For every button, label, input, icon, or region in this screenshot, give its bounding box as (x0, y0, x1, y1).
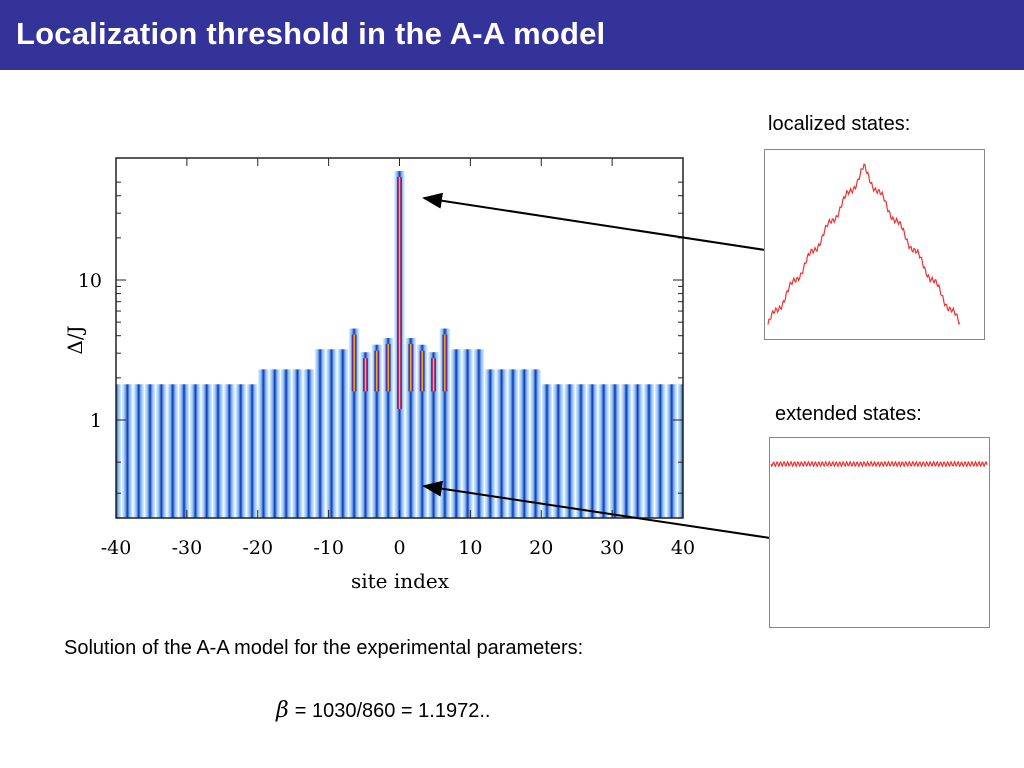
beta-equation: β = 1030/860 = 1.1972.. (276, 698, 490, 723)
x-tick-label: 0 (393, 537, 405, 559)
heatmap-stripe (292, 369, 303, 518)
heatmap-chart: -40 -30 -20 -10 0 10 20 30 40 10 1 site index Δ/J (63, 157, 695, 593)
x-tick-label: 40 (671, 537, 695, 559)
heatmap-stripe (462, 349, 473, 518)
heatmap-stripe (189, 384, 201, 518)
extended-states-label: extended states: (775, 403, 922, 425)
heatmap-stripe (677, 384, 683, 518)
heatmap-stripe (280, 369, 292, 518)
title-bar: Localization threshold in the A-A model (0, 0, 1024, 70)
heatmap-stripe-core (431, 358, 436, 392)
heatmap-stripe (212, 384, 224, 518)
caption-text: Solution of the A-A model for the experi… (64, 637, 584, 659)
heatmap-stripe (178, 384, 190, 518)
beta-symbol: β (276, 698, 289, 723)
heatmap-stripe-core (419, 350, 425, 392)
heatmap-stripe (586, 384, 598, 518)
heatmap-stripe-core (351, 334, 357, 392)
beta-value: = 1030/860 = 1.1972.. (294, 700, 491, 722)
heatmap-stripe-core (363, 358, 368, 392)
heatmap-stripe-core (397, 177, 402, 409)
heatmap-stripe (258, 369, 269, 518)
heatmap-stripe (155, 384, 167, 518)
heatmap-stripe (360, 352, 371, 518)
heatmap-stripe (450, 349, 462, 518)
heatmap-stripe (116, 384, 122, 518)
heatmap-stripe (416, 344, 428, 518)
heatmap-stripe (473, 349, 485, 518)
heatmap-stripe (530, 369, 541, 518)
extended-profile-plot (769, 437, 990, 628)
extended-wavefunction-line (770, 460, 988, 468)
heatmap-stripe (235, 384, 247, 518)
y-axis-label: Δ/J (63, 325, 87, 354)
x-tick-label: -40 (101, 537, 132, 559)
heatmap-stripe (144, 384, 156, 518)
heatmap-stripe (428, 352, 439, 518)
heatmap-stripe (167, 384, 179, 518)
localized-wavefunction-line (767, 163, 961, 326)
heatmap-stripe (507, 369, 519, 518)
heatmap-stripe-core (374, 350, 380, 392)
heatmap-stripe (541, 384, 553, 518)
heatmap-stripe (337, 349, 349, 518)
heatmap-stripe (484, 369, 496, 518)
heatmap-stripe (575, 384, 587, 518)
x-tick-label: -20 (242, 537, 273, 559)
x-tick-label: 10 (458, 537, 482, 559)
heatmap-stripe (598, 384, 610, 518)
heatmap-stripe (496, 369, 507, 518)
heatmap-stripe (643, 384, 655, 518)
heatmap-stripe (654, 384, 666, 518)
localized-profile-plot (764, 149, 985, 340)
localized-states-label: localized states: (768, 113, 911, 135)
heatmap-stripe (121, 384, 133, 518)
x-tick-label: -10 (313, 537, 344, 559)
heatmap-stripe (348, 328, 360, 518)
heatmap-stripe-core (408, 344, 414, 392)
heatmap-stripe (632, 384, 644, 518)
heatmap-stripe (518, 369, 530, 518)
heatmap-stripe (269, 369, 281, 518)
heatmap-stripe (371, 344, 383, 518)
heatmap-stripe (405, 338, 417, 518)
heatmap-stripe-core (385, 344, 391, 392)
heatmap-stripe (620, 384, 632, 518)
heatmap-stripe (666, 384, 678, 518)
heatmap-stripe (314, 349, 326, 518)
heatmap-stripe (564, 384, 575, 518)
heatmap-stripe (303, 369, 315, 518)
x-tick-label: -30 (172, 537, 203, 559)
heatmap-stripe (552, 384, 564, 518)
x-tick-label: 20 (529, 537, 553, 559)
heatmap-stripe (326, 349, 337, 518)
heatmap-stripe (224, 384, 235, 518)
y-tick-label: 10 (78, 270, 102, 292)
slide-title: Localization threshold in the A-A model (16, 16, 606, 51)
heatmap-stripe-core (442, 334, 448, 392)
heatmap-stripe (382, 338, 394, 518)
heatmap-stripe (201, 384, 213, 518)
heatmap-stripe (133, 384, 145, 518)
heatmap-stripe (439, 328, 451, 518)
heatmap-stripe (609, 384, 621, 518)
y-tick-label: 1 (90, 410, 102, 432)
x-axis-label: site index (351, 569, 450, 593)
heatmap-stripe (246, 384, 258, 518)
x-tick-label: 30 (600, 537, 624, 559)
